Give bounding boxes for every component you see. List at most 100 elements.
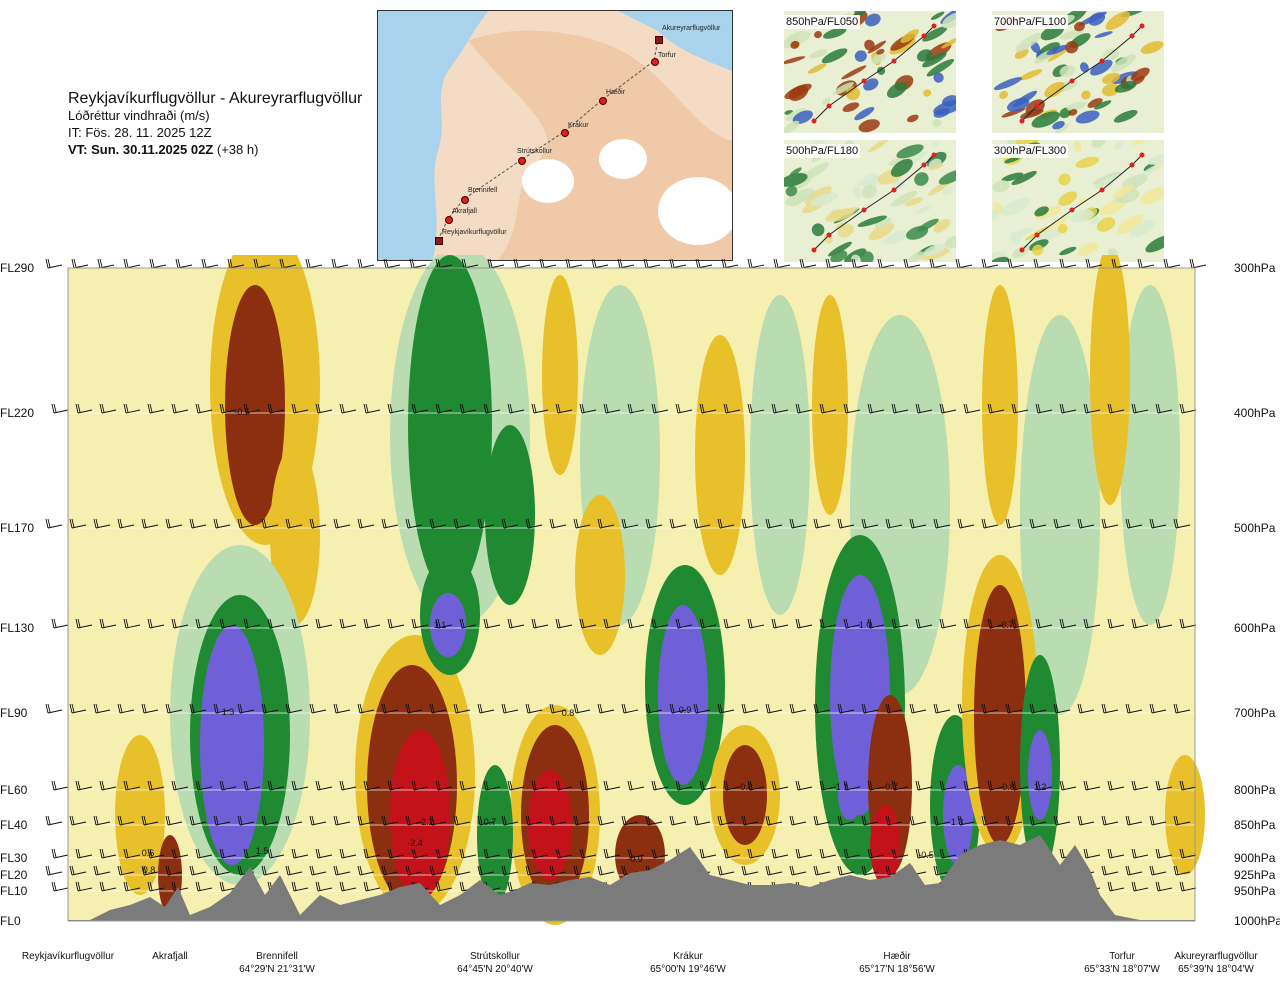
map-waypoint-label: Krákur <box>568 122 589 129</box>
field-contour-strong-up <box>658 605 708 785</box>
wind-barb <box>795 780 813 791</box>
wind-barb <box>723 780 741 791</box>
mini-map-blob <box>1066 101 1087 111</box>
wind-barb <box>851 258 869 269</box>
mini-map-blob <box>811 223 825 237</box>
mini-map-blob <box>992 201 1002 214</box>
location-name: Brennifell <box>256 951 298 962</box>
wind-barb <box>453 815 471 826</box>
wind-barb <box>813 865 831 876</box>
wind-barb <box>1179 618 1197 629</box>
wind-barb <box>795 403 813 414</box>
mini-map-blob <box>863 78 879 91</box>
mini-map-blob <box>1073 140 1082 152</box>
wind-barb <box>1131 618 1149 629</box>
mini-map-blob <box>1130 219 1156 237</box>
wind-barb <box>693 703 711 714</box>
wind-barb <box>765 518 783 529</box>
wind-barb <box>981 518 999 529</box>
wind-barb <box>861 703 879 714</box>
field-contour-weak-down <box>982 285 1018 525</box>
wind-barb <box>603 618 621 629</box>
wind-barb <box>813 518 831 529</box>
wind-barb <box>411 403 429 414</box>
mini-map-blob <box>865 13 881 27</box>
wind-barb <box>597 518 615 529</box>
wind-barb <box>723 618 741 629</box>
cell-value-label: 0.7 <box>484 817 497 827</box>
wind-barb <box>99 403 117 414</box>
wind-barb <box>453 865 471 876</box>
wind-barb <box>963 403 981 414</box>
wind-barb <box>771 403 789 414</box>
mini-map-waypoint <box>891 58 897 64</box>
wind-barb <box>285 815 303 826</box>
wind-barb <box>1173 518 1191 529</box>
flight-level-label: FL40 <box>0 818 28 832</box>
wind-barb <box>339 618 357 629</box>
wind-barb <box>819 780 837 791</box>
location-coordinate: 65°39'N 18°04'W <box>1178 964 1254 975</box>
wind-barb <box>189 518 207 529</box>
wind-barb <box>483 618 501 629</box>
wind-barb <box>501 703 519 714</box>
wind-barb <box>723 403 741 414</box>
wind-barb <box>381 865 399 876</box>
wind-barb <box>555 403 573 414</box>
wind-barb <box>603 403 621 414</box>
wind-barb <box>51 881 69 892</box>
map-waypoint-marker <box>461 196 469 204</box>
title-block: Reykjavíkurflugvöllur - Akureyrarflugvöl… <box>68 90 362 158</box>
wind-barb <box>699 780 717 791</box>
wind-barb <box>1173 815 1191 826</box>
mini-map-blob <box>792 110 813 125</box>
wind-barb <box>1083 780 1101 791</box>
mini-map-blob <box>923 89 932 97</box>
mini-map-field <box>784 140 956 262</box>
wind-barb <box>1077 815 1095 826</box>
wind-barb <box>1077 518 1095 529</box>
wind-barb <box>627 780 645 791</box>
wind-barb <box>123 881 141 892</box>
wind-barb <box>579 780 597 791</box>
mini-map-blob <box>809 49 828 59</box>
field-contour-up <box>485 425 535 605</box>
wind-barb <box>453 703 471 714</box>
wind-barb <box>861 865 879 876</box>
mini-map-blob <box>1093 174 1120 189</box>
wind-barb <box>363 848 381 859</box>
wind-barb <box>93 703 111 714</box>
wind-barb <box>213 518 231 529</box>
wind-barb <box>813 815 831 826</box>
pressure-level-label: 700hPa <box>1234 706 1276 720</box>
pressure-level-label: 850hPa <box>1234 818 1276 832</box>
wind-barb <box>909 815 927 826</box>
wind-barb <box>579 618 597 629</box>
wind-barb <box>1035 780 1053 791</box>
mini-map-blob <box>790 40 800 49</box>
wind-barb <box>69 815 87 826</box>
wind-barb <box>531 618 549 629</box>
wind-barb <box>643 258 661 269</box>
wind-barb <box>305 258 323 269</box>
wind-barb <box>723 848 741 859</box>
mini-map-blob <box>993 77 1023 91</box>
vertical-velocity-field <box>68 255 1205 925</box>
wind-barb <box>539 258 557 269</box>
mini-map-blob <box>857 175 886 186</box>
wind-barb <box>1005 703 1023 714</box>
mini-map-blob <box>943 187 953 196</box>
wind-barb <box>1007 258 1025 269</box>
wind-barb <box>1149 518 1167 529</box>
mini-map-blob <box>886 81 908 99</box>
wind-barb <box>97 258 115 269</box>
mini-map-waypoint <box>1139 152 1145 158</box>
wind-barb <box>597 865 615 876</box>
wind-barb <box>213 865 231 876</box>
wind-barb <box>93 815 111 826</box>
wind-barb <box>93 865 111 876</box>
mini-map-blob <box>1059 29 1085 40</box>
mini-map-blob <box>857 215 887 227</box>
wind-barb <box>189 865 207 876</box>
wind-barb <box>165 518 183 529</box>
